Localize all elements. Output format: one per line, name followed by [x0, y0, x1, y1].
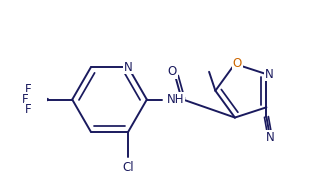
- Text: NH: NH: [167, 93, 184, 106]
- Text: F: F: [25, 103, 32, 116]
- Text: N: N: [265, 131, 274, 144]
- Text: O: O: [233, 57, 242, 70]
- Text: O: O: [168, 65, 177, 78]
- Text: N: N: [265, 68, 274, 81]
- Text: F: F: [25, 84, 32, 96]
- Text: Cl: Cl: [122, 161, 134, 174]
- Text: N: N: [124, 61, 133, 74]
- Text: F: F: [22, 93, 29, 106]
